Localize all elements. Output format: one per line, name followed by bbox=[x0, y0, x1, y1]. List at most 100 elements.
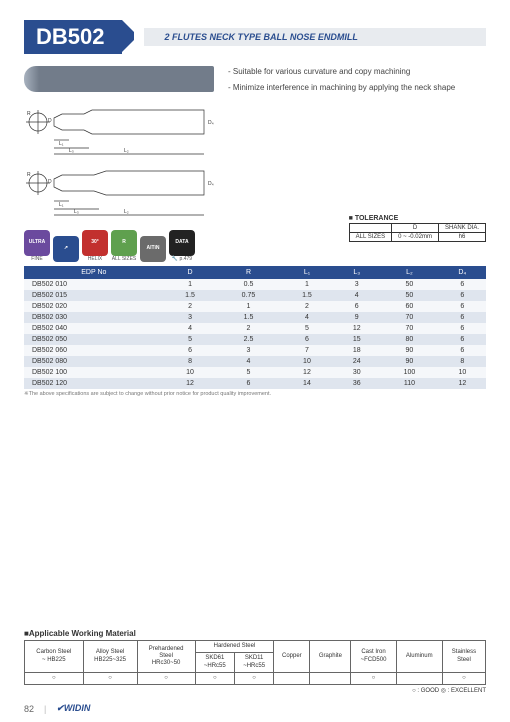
tol-col-0 bbox=[349, 224, 391, 233]
tol-cell-0: ALL SIZES bbox=[349, 233, 391, 242]
tol-cell-2: h6 bbox=[438, 233, 485, 242]
mat-col-0: Carbon Steel~ HB225 bbox=[25, 641, 84, 673]
svg-text:L₃: L₃ bbox=[74, 209, 79, 215]
spec-row: DB502 100105123010010 bbox=[24, 367, 486, 378]
material-table: Carbon Steel~ HB225 Alloy SteelHB225~325… bbox=[24, 640, 486, 685]
spec-cell: 10 bbox=[439, 367, 486, 378]
svg-text:D₄: D₄ bbox=[208, 120, 214, 126]
spec-cell: DB502 015 bbox=[24, 290, 164, 301]
spec-cell: 50 bbox=[380, 279, 438, 290]
header: DB502 2 FLUTES NECK TYPE BALL NOSE ENDMI… bbox=[24, 20, 486, 54]
mat-col-3: SKD61~HRc55 bbox=[195, 653, 234, 672]
spec-cell: DB502 080 bbox=[24, 356, 164, 367]
spec-col-3: L₁ bbox=[281, 266, 334, 279]
mat-col-hardened: Hardened Steel bbox=[195, 641, 274, 653]
spec-cell: 12 bbox=[281, 367, 334, 378]
desc-line-2: - Minimize interference in machining by … bbox=[228, 82, 486, 94]
mat-value-0: ○ bbox=[25, 672, 84, 684]
spec-cell: 4 bbox=[164, 323, 217, 334]
spec-cell: 70 bbox=[380, 312, 438, 323]
mat-value-2: ○ bbox=[137, 672, 195, 684]
badge-sub-5: 🔧 p.479 bbox=[169, 256, 195, 262]
spec-cell: 30 bbox=[333, 367, 380, 378]
spec-cell: DB502 030 bbox=[24, 312, 164, 323]
spec-cell: 3 bbox=[164, 312, 217, 323]
spec-cell: 12 bbox=[164, 378, 217, 389]
material-heading: ■Applicable Working Material bbox=[24, 629, 486, 638]
spec-cell: 70 bbox=[380, 323, 438, 334]
schematic-2: R L₁ L₃ L₂ D D₄ bbox=[24, 161, 214, 216]
tolerance-box: ■ TOLERANCE D SHANK DIA. ALL SIZES 0 ~ -… bbox=[349, 215, 486, 242]
spec-cell: 3 bbox=[333, 279, 380, 290]
svg-text:L₃: L₃ bbox=[69, 148, 74, 154]
spec-row: DB502 120126143611012 bbox=[24, 378, 486, 389]
spec-cell: 5 bbox=[281, 323, 334, 334]
spec-cell: 1 bbox=[281, 279, 334, 290]
page-number: 82 bbox=[24, 704, 34, 714]
spec-col-0: EDP No bbox=[24, 266, 164, 279]
spec-cell: 9 bbox=[333, 312, 380, 323]
spec-cell: 36 bbox=[333, 378, 380, 389]
spec-footnote: ※The above specifications are subject to… bbox=[24, 391, 486, 397]
badge-1: ↗ bbox=[53, 236, 79, 262]
description-column: - Suitable for various curvature and cop… bbox=[228, 66, 486, 222]
spec-row: DB502 05052.5615806 bbox=[24, 334, 486, 345]
spec-cell: 2 bbox=[164, 301, 217, 312]
spec-cell: DB502 060 bbox=[24, 345, 164, 356]
mat-col-9: StainlessSteel bbox=[442, 641, 485, 673]
mat-value-3: ○ bbox=[195, 672, 234, 684]
spec-cell: 1 bbox=[216, 301, 280, 312]
svg-text:L₁: L₁ bbox=[59, 141, 64, 147]
spec-cell: 7 bbox=[281, 345, 334, 356]
mat-value-row: ○○○○○○○ bbox=[25, 672, 486, 684]
svg-text:D₄: D₄ bbox=[208, 181, 214, 187]
badge-3: R bbox=[111, 230, 137, 256]
spec-cell: 4 bbox=[333, 290, 380, 301]
spec-cell: 2.5 bbox=[216, 334, 280, 345]
mat-value-8 bbox=[396, 672, 442, 684]
top-content: R L₁ L₃ L₂ D D₄ R L₁ bbox=[24, 66, 486, 222]
spec-cell: 6 bbox=[333, 301, 380, 312]
badge-2: 30° bbox=[82, 230, 108, 256]
spec-cell: DB502 040 bbox=[24, 323, 164, 334]
spec-row: DB502 080841024908 bbox=[24, 356, 486, 367]
spec-cell: DB502 010 bbox=[24, 279, 164, 290]
spec-cell: 10 bbox=[281, 356, 334, 367]
mat-col-4: SKD11~HRc55 bbox=[234, 653, 273, 672]
mat-col-7: Cast Iron~FCD500 bbox=[351, 641, 396, 673]
tolerance-heading: ■ TOLERANCE bbox=[349, 215, 486, 222]
spec-row: DB502 06063718906 bbox=[24, 345, 486, 356]
spec-cell: 60 bbox=[380, 301, 438, 312]
svg-text:L₁: L₁ bbox=[59, 202, 64, 208]
spec-cell: 10 bbox=[164, 367, 217, 378]
brand-logo: ✔WIDIN bbox=[56, 703, 90, 714]
svg-text:R: R bbox=[27, 172, 31, 178]
product-code: DB502 bbox=[24, 20, 122, 54]
badge-sub-2: HELIX bbox=[82, 256, 108, 262]
spec-cell: 6 bbox=[439, 345, 486, 356]
spec-cell: 6 bbox=[439, 279, 486, 290]
spec-cell: 1.5 bbox=[164, 290, 217, 301]
material-legend: ○ : GOOD ◎ : EXCELLENT bbox=[24, 687, 486, 694]
mat-value-1: ○ bbox=[83, 672, 137, 684]
spec-cell: DB502 120 bbox=[24, 378, 164, 389]
mat-value-7: ○ bbox=[351, 672, 396, 684]
spec-cell: 6 bbox=[439, 334, 486, 345]
spec-cell: 1.5 bbox=[216, 312, 280, 323]
spec-row: DB502 04042512706 bbox=[24, 323, 486, 334]
spec-cell: 1.5 bbox=[281, 290, 334, 301]
spec-col-2: R bbox=[216, 266, 280, 279]
spec-cell: 24 bbox=[333, 356, 380, 367]
spec-cell: 6 bbox=[281, 334, 334, 345]
page-footer: 82 | ✔WIDIN bbox=[24, 703, 90, 714]
mat-col-5: Copper bbox=[274, 641, 310, 673]
spec-cell: 6 bbox=[439, 312, 486, 323]
mat-col-2: PrehardenedSteelHRc30~50 bbox=[137, 641, 195, 673]
spec-cell: 90 bbox=[380, 356, 438, 367]
spec-cell: 8 bbox=[439, 356, 486, 367]
spec-cell: 110 bbox=[380, 378, 438, 389]
schematic-1: R L₁ L₃ L₂ D D₄ bbox=[24, 100, 214, 155]
mat-col-6: Graphite bbox=[310, 641, 351, 673]
spec-cell: 6 bbox=[439, 290, 486, 301]
spec-cell: 15 bbox=[333, 334, 380, 345]
